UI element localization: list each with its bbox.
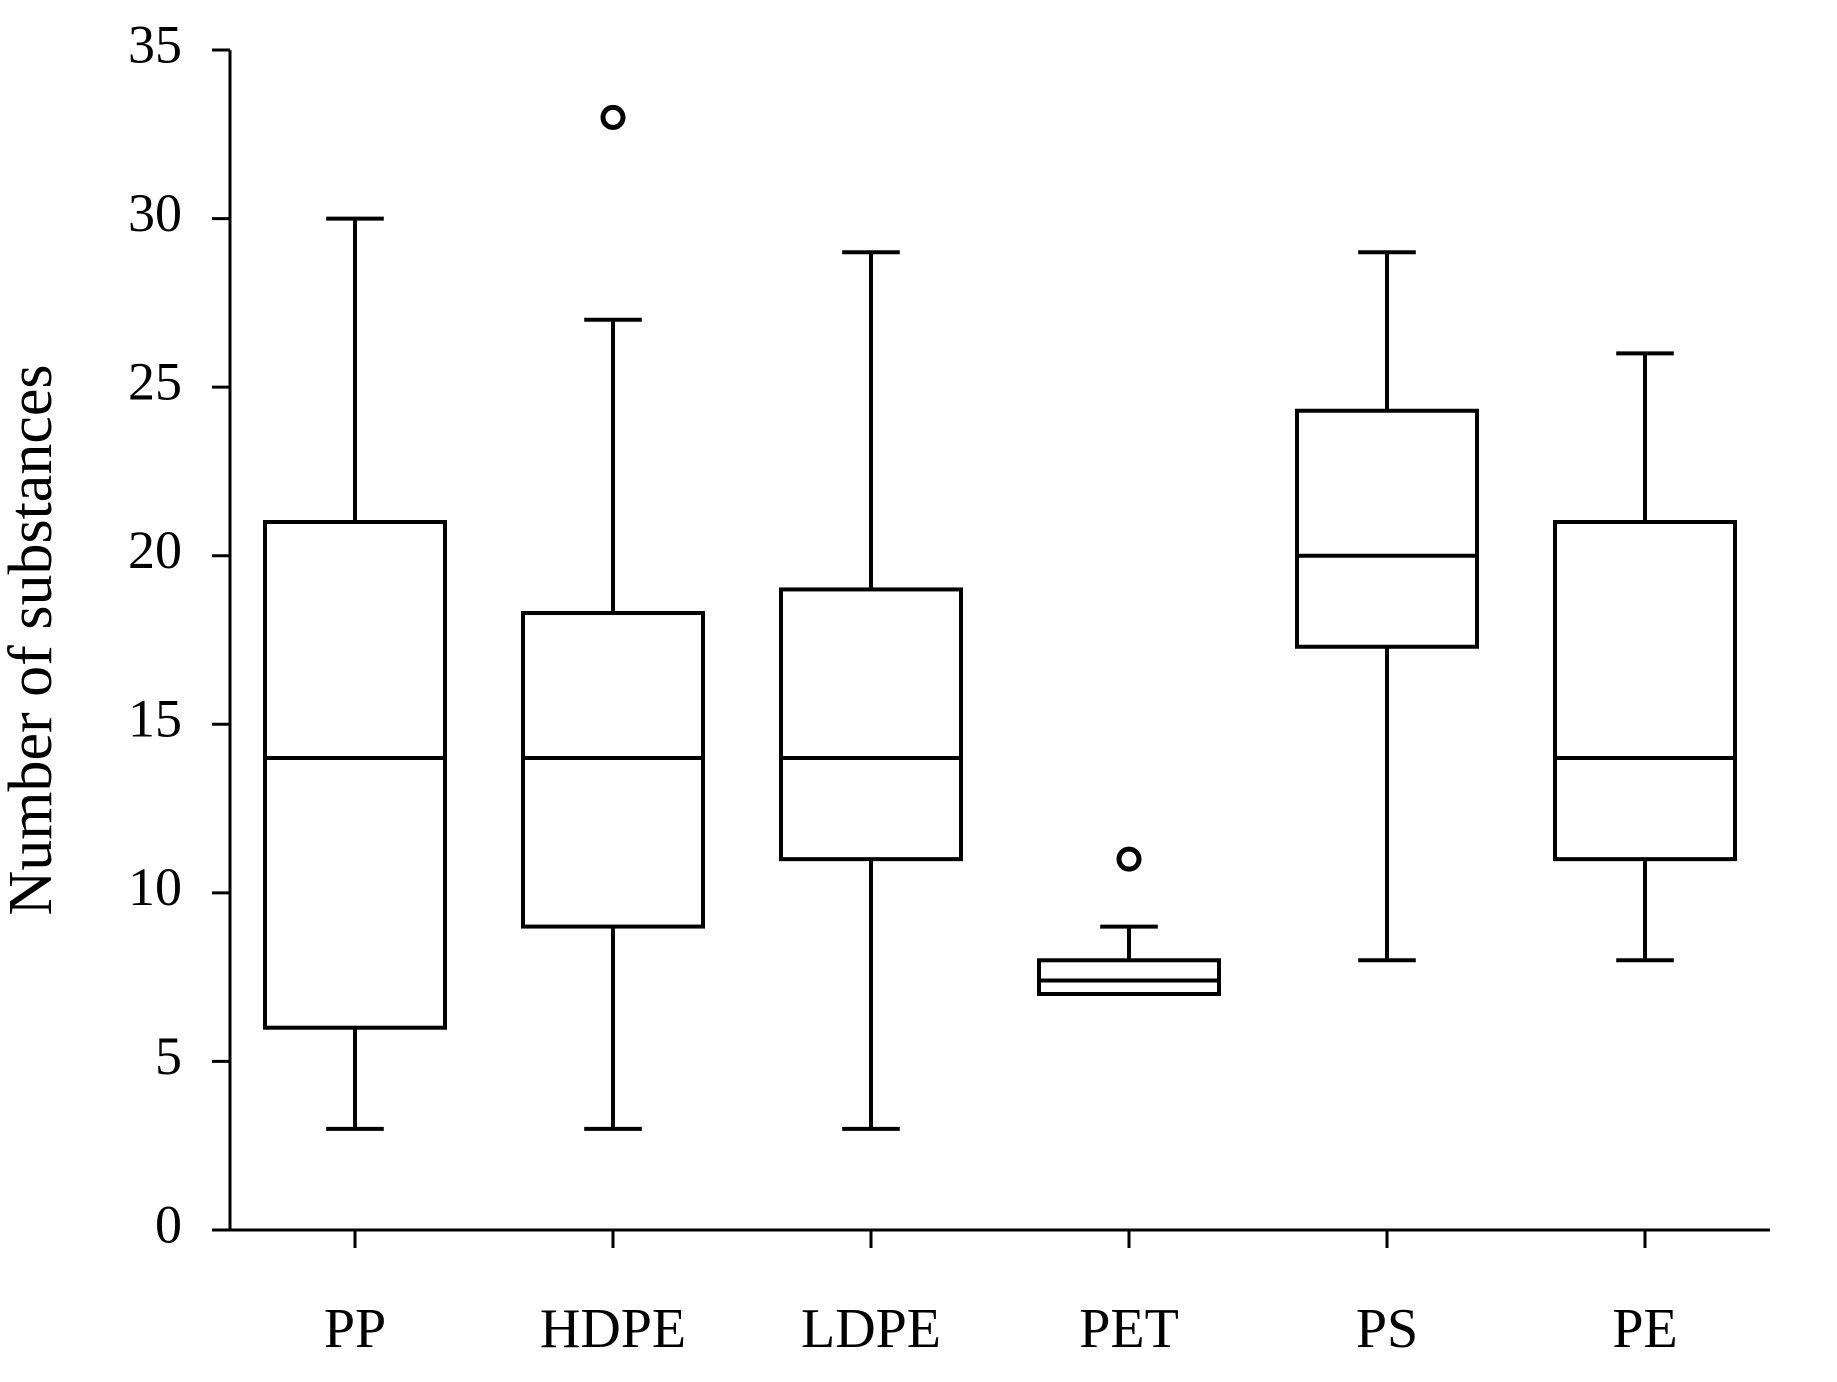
box (523, 613, 703, 927)
y-tick-label: 25 (128, 352, 182, 412)
x-tick-label: PS (1356, 1298, 1418, 1360)
boxplot-chart: 0 5 10 15 20 25 30 35 Number of substances PP HDPE… (0, 0, 1837, 1382)
y-axis-title: Number of substances (0, 365, 65, 916)
chart-svg: 0 5 10 15 20 25 30 35 Number of substances PP HDPE… (0, 0, 1837, 1382)
y-tick-label: 15 (128, 689, 182, 749)
y-tick-label: 20 (128, 520, 182, 580)
y-tick-label: 30 (128, 183, 182, 243)
y-tick-label: 35 (128, 14, 182, 74)
x-tick-label: LDPE (801, 1298, 941, 1360)
box (265, 522, 445, 1028)
x-tick-label: PET (1079, 1298, 1179, 1360)
x-tick-label: HDPE (540, 1298, 686, 1360)
x-tick-label: PE (1612, 1298, 1677, 1360)
box (1297, 411, 1477, 647)
box (1555, 522, 1735, 859)
box (781, 589, 961, 859)
y-tick-label: 5 (155, 1026, 182, 1086)
box (1039, 960, 1219, 994)
x-tick-label: PP (324, 1298, 386, 1360)
y-tick-label: 10 (128, 857, 182, 917)
y-tick-label: 0 (155, 1194, 182, 1254)
